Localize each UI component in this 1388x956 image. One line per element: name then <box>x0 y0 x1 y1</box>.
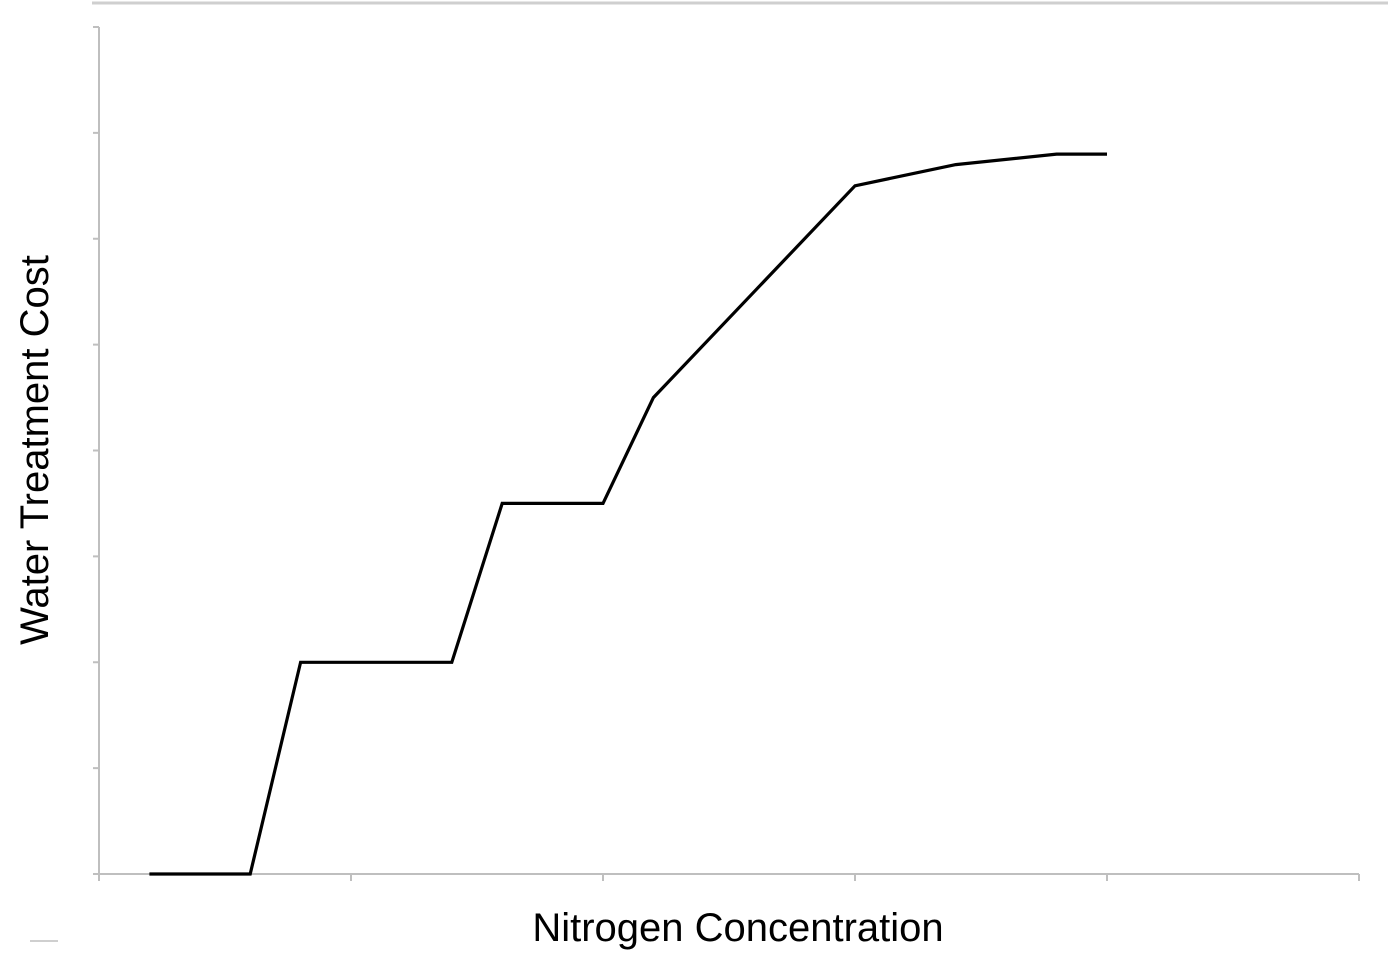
y-axis-label: Water Treatment Cost <box>13 255 57 645</box>
x-axis-ticks <box>98 874 1360 881</box>
x-axis-label: Nitrogen Concentration <box>532 906 943 950</box>
series-line <box>149 152 1107 876</box>
y-axis-ticks <box>93 26 99 875</box>
axes <box>93 26 1360 881</box>
series-group <box>149 152 1107 876</box>
